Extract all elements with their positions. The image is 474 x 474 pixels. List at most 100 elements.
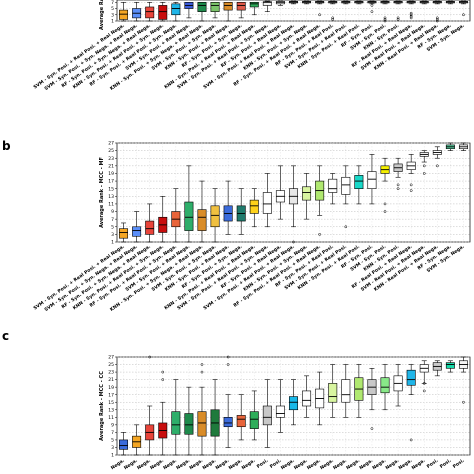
box	[249, 2, 259, 8]
box	[197, 2, 207, 12]
outlier-point	[318, 13, 321, 17]
outlier-point	[331, 16, 335, 20]
box	[223, 2, 233, 11]
outlier-point	[383, 210, 387, 213]
x-tick-label: Nega.	[384, 458, 400, 472]
x-tick-label: Nega.	[293, 458, 309, 472]
y-axis-label: Average Rank	[99, 0, 105, 30]
box	[119, 228, 129, 239]
box	[262, 1, 272, 6]
outlier-point	[462, 400, 465, 404]
panel-letter-b: b	[2, 139, 11, 153]
box	[171, 3, 181, 16]
box	[197, 411, 207, 437]
y-tick-label: 5	[111, 6, 114, 12]
x-tick-label: Nega.	[201, 458, 217, 472]
box	[145, 6, 155, 19]
box	[367, 171, 377, 189]
outlier-point	[383, 18, 387, 21]
outlier-point	[161, 378, 165, 381]
x-tick-label: Nega.	[149, 458, 165, 472]
y-tick-label: 13	[108, 194, 114, 200]
x-tick-label: Nega.	[345, 458, 361, 472]
y-tick-label: 15	[108, 186, 114, 192]
x-tick-label: Nega.	[306, 458, 322, 472]
box	[445, 362, 455, 369]
y-tick-label: 21	[108, 377, 114, 383]
outlier-point	[370, 4, 374, 7]
box	[328, 383, 338, 403]
x-tick-label: Nega.	[241, 458, 257, 472]
y-axis-label: Average Rank - MCC - MF	[99, 157, 105, 228]
y-tick-label: 23	[108, 370, 114, 376]
x-tick-label: Posi.	[256, 458, 270, 470]
y-tick-label: 11	[108, 202, 114, 208]
box	[223, 417, 233, 428]
box	[341, 176, 351, 195]
outlier-point	[396, 16, 400, 20]
outlier-point	[409, 438, 413, 442]
y-tick-label: 1	[111, 19, 114, 25]
x-tick-label: SVM - Syn. Posi. + Real Posi. + Real Neg…	[32, 244, 125, 312]
outlier-point	[422, 172, 426, 175]
x-tick-label: KNN - Syn. Posi. + Real Posi. + Syn. Neg…	[72, 244, 165, 312]
outlier-point	[422, 382, 426, 385]
box	[184, 413, 194, 435]
box	[171, 411, 181, 435]
outlier-point	[383, 202, 387, 206]
x-tick-label: Nega.	[398, 458, 414, 472]
outlier-point	[435, 19, 439, 23]
box	[354, 175, 364, 189]
x-tick-label: Nega.	[280, 458, 296, 472]
x-tick-label: KNN - Syn. Posi. + Real Posi. + Syn. Neg…	[72, 23, 165, 91]
box	[302, 186, 312, 201]
outlier-point	[226, 355, 230, 359]
outlier-point	[435, 16, 439, 20]
x-tick-label: Nega.	[411, 458, 427, 472]
y-tick-label: 3	[111, 445, 114, 451]
x-tick-label: Nega.	[332, 458, 348, 472]
x-tick-label: Posi.	[452, 458, 466, 470]
y-tick-label: 7	[111, 217, 114, 223]
y-axis-label: Average Rank - MCC - CC	[99, 371, 105, 441]
y-tick-label: 5	[111, 224, 114, 230]
x-tick-label: Nega.	[123, 458, 139, 472]
y-tick-label: 27	[108, 355, 114, 361]
x-tick-label: Nega.	[136, 458, 152, 472]
y-tick-label: 15	[108, 400, 114, 406]
x-tick-label: Nega.	[162, 458, 178, 472]
box	[119, 439, 129, 450]
outlier-point	[409, 11, 413, 15]
y-tick-label: 9	[111, 209, 114, 215]
outlier-point	[318, 233, 321, 236]
x-tick-label: Nega.	[358, 458, 374, 472]
box	[275, 405, 285, 418]
box	[289, 396, 298, 411]
x-tick-label: Nega.	[228, 458, 244, 472]
box	[262, 405, 272, 426]
box	[406, 369, 416, 386]
x-tick-label: Nega.	[319, 458, 335, 472]
outlier-point	[462, 13, 465, 17]
box	[119, 9, 129, 20]
x-tick-label: Nega.	[214, 458, 230, 472]
outlier-point	[200, 370, 204, 374]
box	[262, 192, 272, 214]
y-tick-label: 5	[111, 438, 114, 444]
y-tick-label: 27	[108, 141, 114, 147]
box	[249, 411, 259, 429]
box	[158, 5, 168, 20]
y-tick-label: 7	[111, 0, 114, 6]
y-tick-label: 19	[108, 171, 114, 177]
y-tick-label: 17	[108, 392, 114, 398]
outlier-point	[370, 427, 374, 430]
y-tick-label: 21	[108, 163, 114, 169]
box	[302, 390, 312, 407]
y-tick-label: 1	[111, 453, 114, 459]
box	[341, 379, 351, 403]
outlier-point	[409, 14, 413, 18]
outlier-point	[396, 18, 400, 21]
box	[249, 199, 259, 214]
